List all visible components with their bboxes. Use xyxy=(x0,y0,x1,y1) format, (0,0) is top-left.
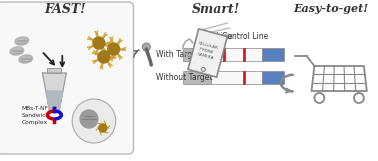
Bar xyxy=(262,48,284,61)
Circle shape xyxy=(80,110,98,128)
Text: Smart!: Smart! xyxy=(191,3,240,16)
Ellipse shape xyxy=(15,37,29,45)
Text: Easy-to-get!: Easy-to-get! xyxy=(294,3,369,14)
Ellipse shape xyxy=(19,55,33,63)
FancyBboxPatch shape xyxy=(0,2,133,154)
Text: MBs-T-NF
Sandwich
Complex: MBs-T-NF Sandwich Complex xyxy=(22,106,50,125)
Bar xyxy=(262,71,284,84)
Bar xyxy=(211,71,262,84)
Text: Without Target: Without Target xyxy=(156,72,213,81)
Text: Test Line: Test Line xyxy=(199,32,232,41)
Polygon shape xyxy=(42,73,66,111)
Polygon shape xyxy=(188,29,227,77)
Bar xyxy=(183,71,211,84)
Text: FAST!: FAST! xyxy=(45,3,86,16)
Polygon shape xyxy=(46,91,63,111)
Circle shape xyxy=(99,124,107,132)
Circle shape xyxy=(143,43,150,51)
Ellipse shape xyxy=(10,47,24,55)
Circle shape xyxy=(93,37,105,49)
Text: Control Line: Control Line xyxy=(222,32,268,41)
Text: With Target: With Target xyxy=(156,49,200,58)
Text: CELLULAR
iPHONE
CAMERA: CELLULAR iPHONE CAMERA xyxy=(195,41,218,61)
Bar xyxy=(211,48,262,61)
Bar xyxy=(183,48,211,61)
Circle shape xyxy=(72,99,116,143)
FancyBboxPatch shape xyxy=(48,68,61,73)
Circle shape xyxy=(108,43,120,55)
Circle shape xyxy=(98,51,110,63)
